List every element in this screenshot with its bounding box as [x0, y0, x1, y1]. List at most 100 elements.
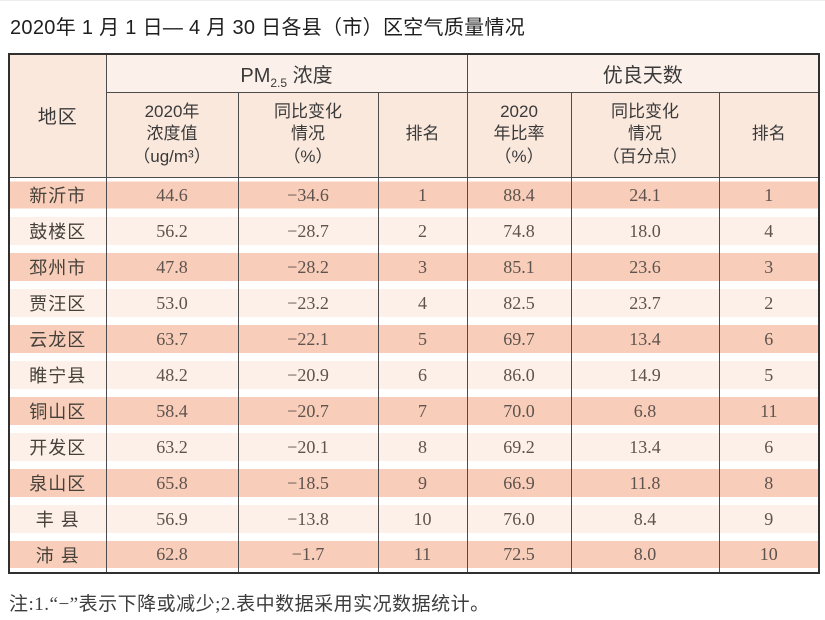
cell-pm-rank: 9	[377, 465, 468, 501]
footnote: 注:1.“−”表示下降或减少;2.表中数据采用实况数据统计。	[9, 594, 490, 615]
cell-ratio-rank: 5	[718, 357, 820, 393]
cell-ratio-rank: 2	[718, 285, 820, 321]
cell-pm-rank: 5	[377, 321, 468, 357]
cell-ratio: 88.4	[466, 177, 572, 213]
cell-ratio-change: 23.6	[570, 249, 720, 285]
cell-pm-value: 56.9	[105, 501, 239, 537]
table-row: 鼓楼区 56.2 −28.7 2 74.8 18.0 4	[8, 213, 820, 249]
cell-pm-rank: 1	[377, 177, 468, 213]
table-row: 贾汪区 53.0 −23.2 4 82.5 23.7 2	[8, 285, 820, 321]
cell-pm-rank: 6	[377, 357, 468, 393]
table-row: 丰 县 56.9 −13.8 10 76.0 8.4 9	[8, 501, 820, 537]
cell-pm-value: 44.6	[105, 177, 239, 213]
cell-ratio-change: 6.8	[570, 393, 720, 429]
cell-ratio-rank: 1	[718, 177, 820, 213]
cell-ratio-change: 8.0	[570, 537, 720, 573]
cell-pm-change: −28.2	[237, 249, 379, 285]
cell-ratio-rank: 6	[718, 321, 820, 357]
cell-region: 泉山区	[8, 465, 107, 501]
cell-ratio: 66.9	[466, 465, 572, 501]
pm25-group-header: PM2.5 浓度	[105, 53, 468, 93]
cell-ratio-change: 13.4	[570, 429, 720, 465]
cell-pm-rank: 10	[377, 501, 468, 537]
cell-pm-rank: 8	[377, 429, 468, 465]
cell-pm-value: 58.4	[105, 393, 239, 429]
cell-ratio-change: 18.0	[570, 213, 720, 249]
page-title: 2020年 1 月 1 日— 4 月 30 日各县（市）区空气质量情况	[10, 17, 526, 39]
cell-ratio: 86.0	[466, 357, 572, 393]
top-divider	[0, 0, 825, 1]
table-row: 邳州市 47.8 −28.2 3 85.1 23.6 3	[8, 249, 820, 285]
cell-pm-change: −22.1	[237, 321, 379, 357]
table-row: 铜山区 58.4 −20.7 7 70.0 6.8 11	[8, 393, 820, 429]
cell-ratio-rank: 3	[718, 249, 820, 285]
subheader-ratio-change: 同比变化 情况 （百分点）	[570, 91, 720, 178]
cell-ratio-change: 24.1	[570, 177, 720, 213]
cell-pm-value: 53.0	[105, 285, 239, 321]
cell-region: 铜山区	[8, 393, 107, 429]
cell-pm-value: 63.2	[105, 429, 239, 465]
pm25-subscript: 2.5	[270, 75, 288, 90]
air-quality-table: 地区 PM2.5 浓度 优良天数 2020年 浓度值 （ug/m³） 同比变化 …	[8, 53, 821, 574]
subheader-pm-value: 2020年 浓度值 （ug/m³）	[105, 91, 239, 178]
cell-region: 开发区	[8, 429, 107, 465]
cell-pm-change: −20.1	[237, 429, 379, 465]
sub-header-row: 2020年 浓度值 （ug/m³） 同比变化 情况 （%） 排名 2020 年比…	[9, 91, 820, 178]
cell-pm-change: −34.6	[237, 177, 379, 213]
cell-ratio-rank: 11	[718, 393, 820, 429]
cell-pm-value: 56.2	[105, 213, 239, 249]
cell-ratio-rank: 6	[718, 429, 820, 465]
cell-pm-value: 62.8	[105, 537, 239, 573]
cell-ratio: 72.5	[466, 537, 572, 573]
cell-ratio: 85.1	[466, 249, 572, 285]
table-row: 开发区 63.2 −20.1 8 69.2 13.4 6	[8, 429, 820, 465]
cell-pm-change: −28.7	[237, 213, 379, 249]
cell-ratio: 76.0	[466, 501, 572, 537]
cell-pm-change: −1.7	[237, 537, 379, 573]
cell-region: 贾汪区	[8, 285, 107, 321]
group-header-row: 地区 PM2.5 浓度 优良天数	[8, 53, 820, 178]
cell-region: 丰 县	[8, 501, 107, 537]
cell-region: 新沂市	[8, 177, 107, 213]
cell-ratio: 70.0	[466, 393, 572, 429]
cell-pm-value: 48.2	[105, 357, 239, 393]
cell-pm-rank: 11	[377, 537, 468, 573]
pm25-label-suffix: 浓度	[287, 64, 333, 87]
cell-ratio-change: 11.8	[570, 465, 720, 501]
table-row: 泉山区 65.8 −18.5 9 66.9 11.8 8	[8, 465, 820, 501]
subheader-pm-rank: 排名	[377, 91, 468, 178]
cell-pm-change: −20.9	[237, 357, 379, 393]
cell-ratio-change: 23.7	[570, 285, 720, 321]
cell-pm-rank: 2	[377, 213, 468, 249]
cell-ratio: 82.5	[466, 285, 572, 321]
cell-region: 邳州市	[8, 249, 107, 285]
cell-ratio-rank: 8	[718, 465, 820, 501]
table-row: 云龙区 63.7 −22.1 5 69.7 13.4 6	[8, 321, 820, 357]
cell-pm-value: 63.7	[105, 321, 239, 357]
pm25-label-prefix: PM	[240, 64, 271, 87]
cell-region: 鼓楼区	[8, 213, 107, 249]
cell-ratio-rank: 4	[718, 213, 820, 249]
cell-ratio: 69.2	[466, 429, 572, 465]
cell-ratio: 69.7	[466, 321, 572, 357]
subheader-ratio-rank: 排名	[718, 91, 820, 178]
cell-ratio-rank: 9	[718, 501, 820, 537]
cell-region: 云龙区	[8, 321, 107, 357]
subheader-pm-change: 同比变化 情况 （%）	[237, 91, 379, 178]
cell-pm-change: −23.2	[237, 285, 379, 321]
table-row: 新沂市 44.6 −34.6 1 88.4 24.1 1	[8, 177, 820, 213]
subheader-ratio: 2020 年比率 （%）	[466, 91, 572, 178]
table-row: 沛 县 62.8 −1.7 11 72.5 8.0 10	[8, 537, 820, 573]
cell-region: 沛 县	[8, 537, 107, 573]
cell-ratio-change: 8.4	[570, 501, 720, 537]
cell-ratio-change: 13.4	[570, 321, 720, 357]
table-header: 地区 PM2.5 浓度 优良天数 2020年 浓度值 （ug/m³） 同比变化 …	[8, 53, 820, 178]
cell-pm-rank: 4	[377, 285, 468, 321]
cell-pm-rank: 7	[377, 393, 468, 429]
cell-pm-rank: 3	[377, 249, 468, 285]
cell-region: 睢宁县	[8, 357, 107, 393]
cell-ratio-change: 14.9	[570, 357, 720, 393]
cell-pm-value: 47.8	[105, 249, 239, 285]
cell-ratio: 74.8	[466, 213, 572, 249]
cell-pm-value: 65.8	[105, 465, 239, 501]
